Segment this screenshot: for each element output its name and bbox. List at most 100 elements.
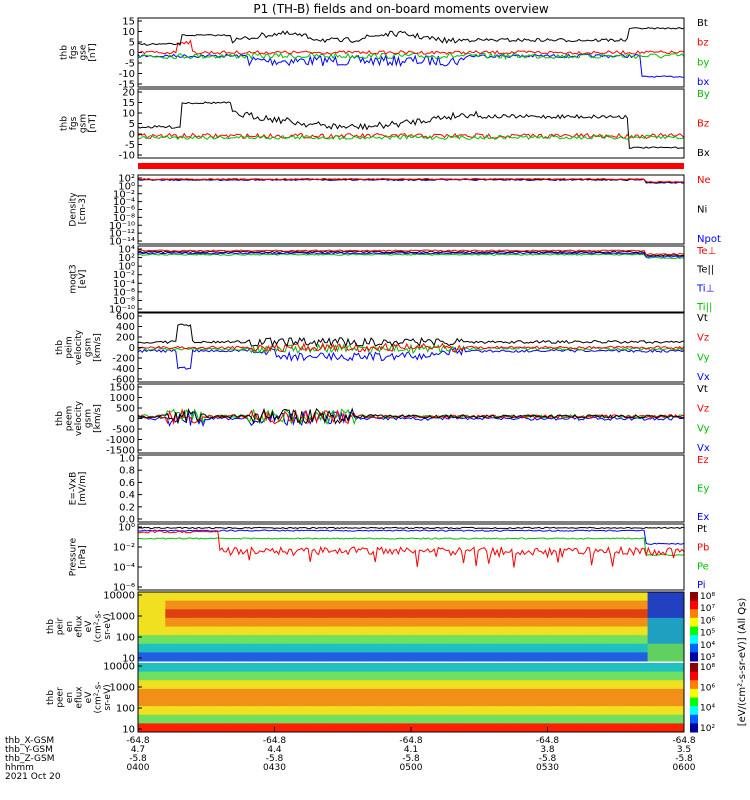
spectrogram-cell	[156, 635, 166, 645]
spectrogram-cell	[565, 626, 576, 636]
y-axis-label: gsm	[84, 338, 94, 357]
spectrogram-cell	[583, 663, 594, 673]
spectrogram-cell	[520, 671, 530, 681]
spectrogram-cell	[356, 680, 366, 690]
spectrogram-cell	[383, 671, 394, 681]
spectrogram-cell	[338, 706, 348, 716]
spectrogram-cell	[656, 617, 667, 627]
spectrogram-cell	[483, 680, 494, 690]
spectrogram-cell	[356, 671, 366, 681]
spectrogram-cell	[429, 663, 439, 673]
y-tick-label: 600	[116, 312, 135, 323]
spectrogram-cell	[229, 663, 239, 673]
spectrogram-cell	[420, 688, 430, 698]
spectrogram-cell	[456, 723, 467, 733]
spectrogram-cell	[292, 600, 303, 610]
y-axis-label: eV	[84, 620, 94, 633]
spectrogram-cell	[392, 617, 403, 627]
x-tick-label: -5.8	[675, 754, 693, 764]
colorbar-tick-label: 10⁶	[700, 683, 715, 693]
series-line-bt	[137, 27, 685, 47]
spectrogram-cell	[338, 697, 348, 707]
spectrogram-cell	[565, 652, 576, 662]
spectrogram-cell	[456, 671, 467, 681]
y-axis-label: fgs	[69, 116, 79, 130]
spectrogram-cell	[529, 688, 539, 698]
spectrogram-cell	[147, 680, 157, 690]
spectrogram-cell	[156, 714, 166, 724]
spectrogram-cell	[583, 617, 594, 627]
spectrogram-cell	[156, 706, 166, 716]
y-tick-label: 10⁰	[118, 181, 135, 192]
spectrogram-cell	[292, 697, 303, 707]
spectrogram-cell	[201, 626, 212, 636]
spectrogram-cell	[238, 671, 248, 681]
spectrogram-cell	[647, 680, 658, 690]
spectrogram-cell	[511, 626, 521, 636]
spectrogram-cell	[565, 609, 576, 619]
spectrogram-cell	[347, 617, 357, 627]
spectrogram-cell	[529, 714, 539, 724]
spectrogram-cell	[547, 592, 558, 602]
spectrogram-cell	[265, 688, 275, 698]
spectrogram-cell	[320, 706, 330, 716]
panel-4: Te⊥ Te|| Ti⊥ Ti|| 10⁴10²10⁰10⁻²10⁻⁴10⁻⁶10⁻⁸1…	[69, 245, 717, 316]
x-tick-label: 3.8	[540, 745, 555, 755]
spectrogram-cell	[174, 688, 184, 698]
spectrogram-cell	[183, 706, 194, 716]
spectrogram-cell	[574, 680, 585, 690]
spectrogram-cell	[374, 626, 385, 636]
spectrogram-cell	[647, 626, 658, 636]
spectrogram-cell	[511, 609, 521, 619]
spectrogram-cell	[538, 680, 548, 690]
spectrogram-cell	[638, 714, 649, 724]
spectrogram-cell	[401, 635, 412, 645]
spectrogram-cell	[483, 706, 494, 716]
spectrogram-cell	[538, 688, 548, 698]
y-axis-label: velocity	[74, 400, 84, 436]
y-tick-label: 0	[129, 414, 135, 425]
x-tick-label: -64.8	[126, 736, 150, 746]
spectrogram-cell	[574, 643, 585, 653]
spectrogram-cell	[383, 663, 394, 673]
spectrogram-cell	[511, 723, 521, 733]
spectrogram-cell	[356, 697, 366, 707]
spectrogram-cell	[465, 600, 476, 610]
colorbar-segment	[690, 723, 698, 733]
spectrogram-cell	[283, 697, 294, 707]
spectrogram-cell	[583, 723, 594, 733]
spectrogram-cell	[201, 592, 212, 602]
spectrogram-cell	[429, 680, 439, 690]
y-tick-label: 500	[116, 404, 135, 415]
colorbar-tick-label: 10⁵	[700, 629, 715, 639]
spectrogram-cell	[583, 592, 594, 602]
spectrogram-cell	[492, 680, 503, 690]
spectrogram-cell	[583, 626, 594, 636]
spectrogram-cell	[620, 626, 630, 636]
spectrogram-cell	[611, 652, 621, 662]
spectrogram-cell	[447, 643, 457, 653]
spectrogram-cell	[156, 663, 166, 673]
spectrogram-cell	[338, 688, 348, 698]
spectrogram-cell	[292, 671, 303, 681]
series-line-by	[138, 134, 685, 141]
spectrogram-cell	[456, 643, 467, 653]
spectrogram-cell	[483, 688, 494, 698]
spectrogram-cell	[620, 609, 630, 619]
spectrogram-cell	[465, 706, 476, 716]
spectrogram-cell	[201, 663, 212, 673]
spectrogram-cell	[183, 617, 194, 627]
spectrogram-cell	[465, 626, 476, 636]
spectrogram-cell	[665, 635, 676, 645]
spectrogram-cell	[574, 635, 585, 645]
spectrogram-cell	[183, 643, 194, 653]
spectrogram-cell	[247, 592, 257, 602]
spectrogram-cell	[665, 592, 676, 602]
spectrogram-cell	[165, 617, 175, 627]
legend-entry: bz	[697, 38, 709, 49]
spectrogram-cell	[265, 671, 275, 681]
y-tick-label: 100	[116, 633, 135, 644]
spectrogram-cell	[629, 697, 639, 707]
spectrogram-cell	[456, 652, 467, 662]
spectrogram-cell	[365, 652, 376, 662]
